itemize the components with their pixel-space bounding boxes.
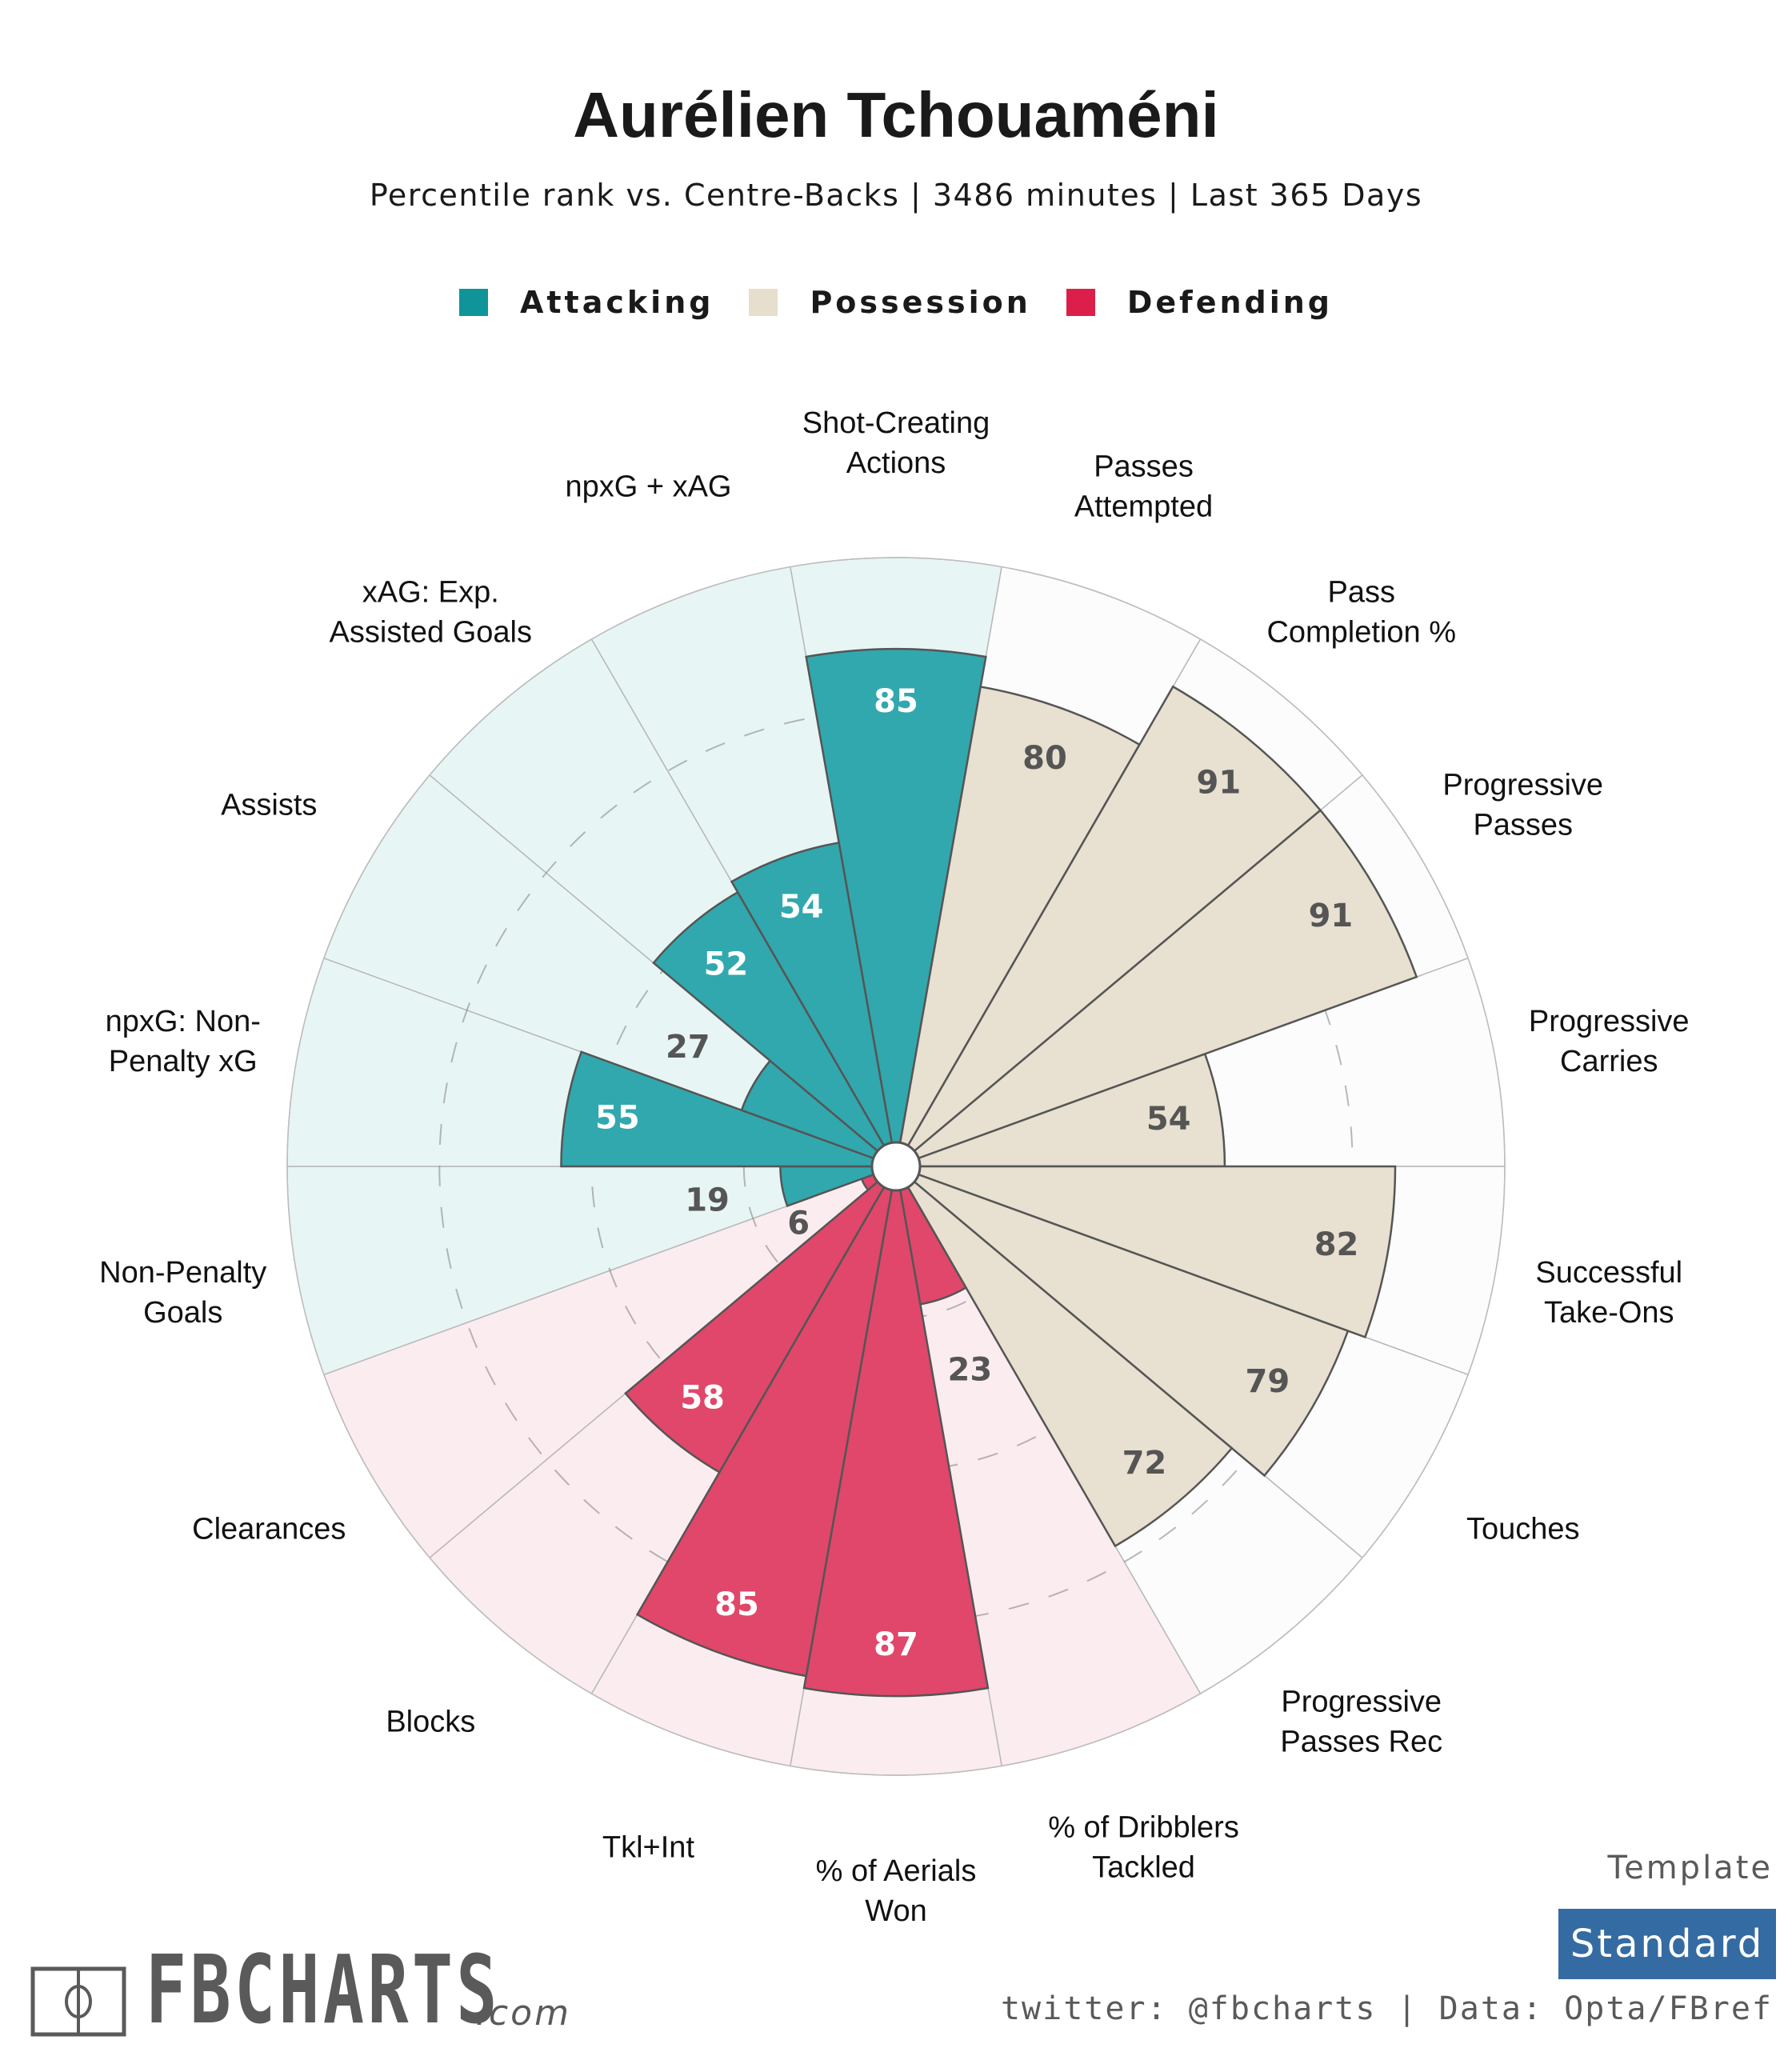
value-label-progressive-passes: 91 xyxy=(1309,898,1354,934)
metric-label-shot-creating-actions: Shot-Creating Actions xyxy=(802,406,990,480)
value-label-xag-exp-assisted-goals: 52 xyxy=(704,946,749,983)
metric-label-touches: Touches xyxy=(1466,1513,1580,1546)
value-label-tkl-int: 85 xyxy=(714,1586,759,1623)
chart-subtitle: Percentile rank vs. Centre-Backs | 3486 … xyxy=(369,178,1423,213)
value-label-blocks: 58 xyxy=(680,1379,725,1416)
legend-label-possession: Possession xyxy=(810,285,1031,320)
chart-title: Aurélien Tchouaméni xyxy=(573,79,1219,150)
value-label-clearances: 6 xyxy=(787,1205,810,1242)
legend: Attacking Possession Defending xyxy=(0,285,1792,320)
value-label-shot-creating-actions: 85 xyxy=(874,683,918,720)
value-label-of-aerials-won: 87 xyxy=(874,1626,918,1663)
value-bars xyxy=(560,647,1418,1698)
metric-label-successful-take-ons: Successful Take-Ons xyxy=(1535,1256,1682,1330)
value-label-pass-completion: 91 xyxy=(1197,764,1242,801)
metric-label-npxg-xag: npxG + xAG xyxy=(565,470,731,504)
outer-ring xyxy=(286,557,1506,1776)
value-label-progressive-passes-rec: 72 xyxy=(1122,1445,1167,1482)
value-label-progressive-carries: 54 xyxy=(1146,1101,1191,1138)
legend-swatch-attacking xyxy=(458,289,488,316)
value-label-of-dribblers-tackled: 23 xyxy=(948,1352,993,1389)
metric-label-pass-completion: Pass Completion % xyxy=(1266,576,1456,650)
value-label-successful-take-ons: 82 xyxy=(1314,1226,1359,1263)
template-badge: Standard xyxy=(1558,1909,1776,1979)
value-label-assists: 27 xyxy=(666,1029,710,1066)
credits: twitter: @fbcharts | Data: Opta/FBref xyxy=(1000,1990,1773,2027)
value-label-passes-attempted: 80 xyxy=(1022,740,1067,777)
legend-label-defending: Defending xyxy=(1126,285,1333,320)
metric-label-of-dribblers-tackled: % of Dribblers Tackled xyxy=(1048,1810,1239,1884)
pitch-icon xyxy=(30,1966,126,2037)
fbcharts-logo: FBCHARTS .com xyxy=(30,1942,638,2037)
value-label-npxg-non-penalty-xg: 55 xyxy=(595,1100,640,1137)
metric-label-passes-attempted: Passes Attempted xyxy=(1074,450,1213,524)
metric-label-progressive-carries: Progressive Carries xyxy=(1529,1005,1690,1078)
legend-item-attacking: Attacking xyxy=(458,285,714,320)
value-label-touches: 79 xyxy=(1246,1363,1290,1400)
metric-label-of-aerials-won: % of Aerials Won xyxy=(816,1854,977,1928)
metric-label-blocks: Blocks xyxy=(386,1705,475,1738)
logo-wordmark: FBCHARTS xyxy=(146,1934,501,2045)
metric-label-tkl-int: Tkl+Int xyxy=(602,1830,695,1864)
value-label-npxg-xag: 54 xyxy=(779,889,824,926)
metric-label-clearances: Clearances xyxy=(192,1513,346,1546)
metric-label-npxg-non-penalty-xg: npxG: Non-Penalty xG xyxy=(106,1005,261,1078)
metric-labels: Shot-Creating Actions Passes Attempted Pass C… xyxy=(99,406,1689,1928)
metric-label-progressive-passes: Progressive Passes xyxy=(1442,769,1603,842)
metric-label-assists: Assists xyxy=(221,789,317,822)
legend-item-defending: Defending xyxy=(1066,285,1333,320)
metric-label-non-penalty-goals: Non-Penalty Goals xyxy=(99,1256,266,1330)
center-hub xyxy=(870,1141,922,1192)
template-label: Template xyxy=(1607,1850,1773,1886)
legend-swatch-defending xyxy=(1066,289,1095,316)
metric-label-xag-exp-assisted-goals: xAG: Exp. Assisted Goals xyxy=(330,576,532,650)
value-labels: 85 80 91 91 54 82 79 72 23 87 85 58 6 19 55 27 52 54 xyxy=(595,683,1358,1663)
metric-label-progressive-passes-rec: Progressive Passes Rec xyxy=(1280,1685,1442,1758)
legend-item-possession: Possession xyxy=(749,285,1030,320)
value-label-non-penalty-goals: 19 xyxy=(685,1182,730,1219)
legend-swatch-possession xyxy=(749,289,778,316)
legend-label-attacking: Attacking xyxy=(519,285,714,320)
logo-suffix: .com xyxy=(475,1993,571,2034)
